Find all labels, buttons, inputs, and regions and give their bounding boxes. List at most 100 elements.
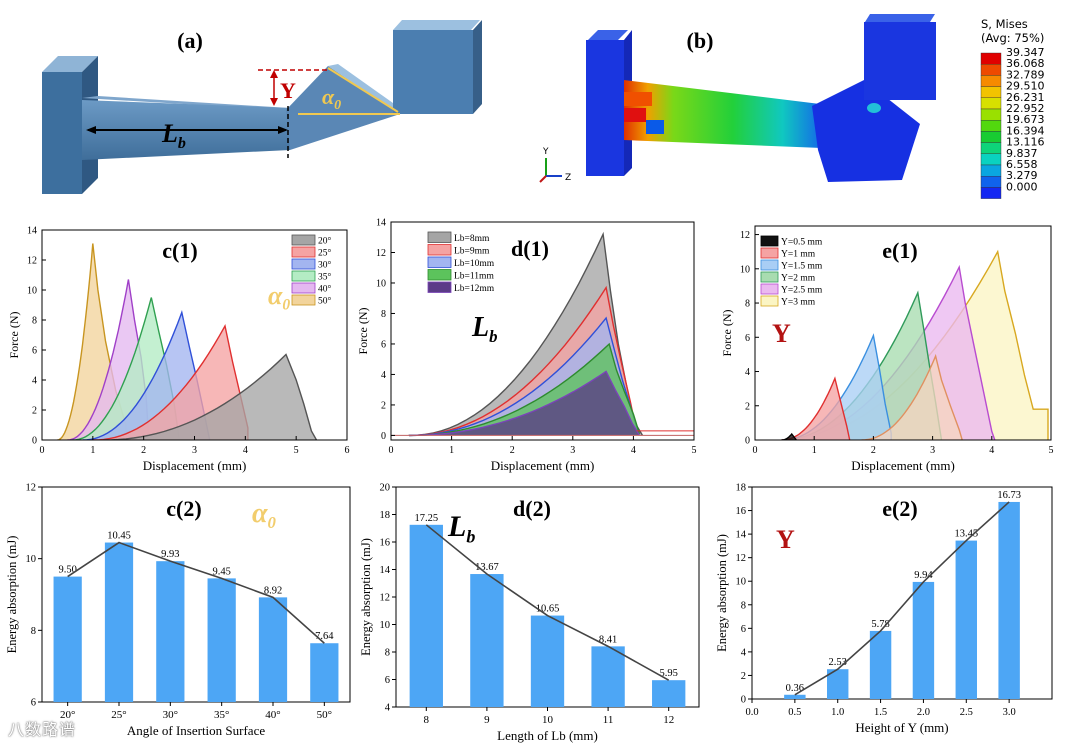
legend-swatch-20° bbox=[291, 234, 316, 246]
legend-swatch bbox=[980, 52, 1002, 65]
y-tick-label: 12 bbox=[740, 230, 750, 241]
x-tick-label: 50° bbox=[317, 709, 332, 721]
y-tick-label: 12 bbox=[376, 248, 386, 259]
x-tick-label: 3 bbox=[930, 445, 935, 456]
y-tick-label: 4 bbox=[385, 703, 391, 714]
legend-swatch-Y=2.5 mm bbox=[760, 283, 779, 295]
annotation-main: α bbox=[268, 281, 283, 310]
legend-swatch-Y=2 mm bbox=[760, 271, 779, 283]
fea-right-block bbox=[864, 22, 936, 100]
series-area-25° bbox=[92, 326, 248, 440]
fea-wedge bbox=[812, 80, 920, 182]
bar-value-label: 13.45 bbox=[954, 529, 978, 540]
series-line-35° bbox=[72, 297, 180, 440]
y-tick-label: 6 bbox=[32, 346, 37, 357]
x-axis-label: Displacement (mm) bbox=[851, 458, 955, 473]
annotation-sub: b bbox=[466, 527, 475, 547]
chart-e2: 0.36 2.53 5.78 9.94 13.45 16.73 0.0 0.5 1.0 1.5 2.… bbox=[715, 483, 1053, 735]
legend-label: Y=2.5 mm bbox=[781, 286, 823, 296]
x-tick-label: 2 bbox=[141, 445, 146, 456]
legend-swatch bbox=[980, 153, 1002, 166]
legend-label: 25° bbox=[318, 248, 332, 259]
x-tick-label: 3.0 bbox=[1003, 707, 1016, 718]
y-tick-label: 0 bbox=[381, 431, 386, 442]
x-tick-label: 8 bbox=[424, 714, 430, 726]
x-tick-label: 9 bbox=[484, 714, 490, 726]
fea-left-block bbox=[586, 40, 624, 176]
chart-annotation: α0 bbox=[252, 498, 277, 532]
y-tick-label: 16 bbox=[736, 506, 747, 517]
x-tick-label: 25° bbox=[111, 709, 126, 721]
legend-swatch bbox=[980, 75, 1002, 87]
bar-25° bbox=[104, 542, 134, 702]
bar-value-label: 9.45 bbox=[212, 566, 230, 577]
y-tick-label: 10 bbox=[26, 554, 37, 565]
series-area-Y=1 mm bbox=[781, 378, 850, 440]
legend-swatch-Y=3 mm bbox=[760, 295, 779, 307]
legend-swatch bbox=[980, 187, 1002, 199]
legend-swatch-Y=1 mm bbox=[760, 247, 779, 259]
legend-value: 16.394 bbox=[1006, 124, 1045, 137]
bar-value-label: 9.94 bbox=[914, 570, 933, 581]
y-tick-label: 6 bbox=[741, 624, 746, 635]
left-block bbox=[42, 72, 82, 194]
y-tick-label: 12 bbox=[26, 483, 37, 494]
legend-swatch-35° bbox=[291, 270, 316, 282]
legend-label: Lb=11mm bbox=[454, 272, 494, 282]
legend-title-line: S, Mises bbox=[981, 17, 1028, 31]
bar-2.5 bbox=[955, 540, 977, 699]
x-tick-label: 2 bbox=[871, 445, 876, 456]
y-tick-label: 14 bbox=[27, 226, 37, 237]
y-tick-label: 14 bbox=[736, 530, 747, 541]
y-tick-label: 0 bbox=[741, 695, 746, 706]
right-block bbox=[393, 30, 473, 114]
legend-label: Y=1.5 mm bbox=[781, 262, 823, 272]
bar-9 bbox=[470, 574, 504, 707]
bar-value-label: 0.36 bbox=[786, 683, 804, 694]
series-line-Lb=8mm bbox=[408, 231, 644, 437]
y-tick-label: 18 bbox=[380, 510, 391, 521]
y-tick-label: 8 bbox=[385, 648, 390, 659]
x-tick-label: 4 bbox=[631, 445, 636, 456]
x-tick-label: 4 bbox=[989, 445, 994, 456]
legend-value: 13.116 bbox=[1006, 136, 1045, 149]
x-tick-label: 20° bbox=[60, 709, 75, 721]
legend-swatch bbox=[980, 63, 1002, 76]
annotation-main: Y bbox=[776, 525, 795, 554]
x-tick-label: 5 bbox=[294, 445, 299, 456]
y-tick-label: 2 bbox=[741, 671, 746, 682]
legend-label: 50° bbox=[318, 296, 332, 307]
bar-value-label: 2.53 bbox=[829, 657, 847, 668]
x-tick-label: 2.0 bbox=[917, 707, 930, 718]
legend-value: 29.510 bbox=[1006, 80, 1045, 93]
bar-2.0 bbox=[912, 581, 935, 699]
legend-swatch bbox=[980, 97, 1002, 110]
series-line-30° bbox=[82, 310, 211, 440]
watermark: 八数路谱 bbox=[8, 720, 77, 739]
legend-swatch-Lb=12mm bbox=[427, 281, 452, 293]
plot-area bbox=[391, 231, 694, 437]
y-tick-label: 6 bbox=[31, 698, 36, 709]
legend-title-line: (Avg: 75%) bbox=[981, 31, 1044, 45]
legend-label: 40° bbox=[318, 284, 332, 295]
y-tick-label: 8 bbox=[381, 309, 386, 320]
y-tick-label: 4 bbox=[381, 370, 386, 381]
trend-line bbox=[425, 524, 670, 681]
legend-swatch bbox=[980, 86, 1002, 98]
series-line-25° bbox=[92, 324, 249, 440]
legend-swatch-Y=1.5 mm bbox=[760, 259, 779, 271]
legend-label: Lb=12mm bbox=[454, 284, 495, 294]
legend-swatch-40° bbox=[291, 282, 316, 294]
y-axis-label: Energy absorption (mJ) bbox=[359, 538, 373, 656]
legend-value: 9.837 bbox=[1006, 147, 1038, 160]
y-tick-label: 10 bbox=[27, 286, 37, 297]
x-axis-label: Height of Y (mm) bbox=[855, 720, 948, 735]
y-tick-label: 20 bbox=[380, 483, 391, 494]
chart-title: c(1) bbox=[162, 238, 197, 263]
legend-swatch-25° bbox=[291, 246, 316, 258]
legend-value: 19.673 bbox=[1006, 113, 1045, 126]
chart-annotation: Y bbox=[772, 319, 791, 348]
wedge bbox=[286, 66, 400, 150]
y-tick-label: 0 bbox=[745, 436, 750, 447]
